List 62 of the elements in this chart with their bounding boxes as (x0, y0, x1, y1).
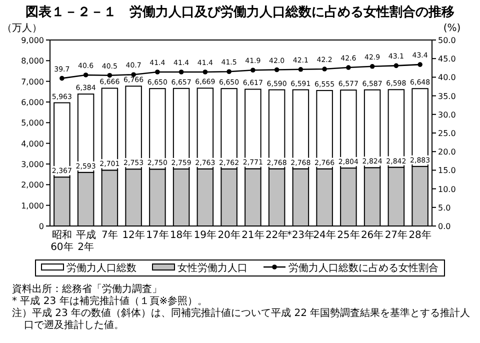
text: * 平成 23 年は補完推計値（１頁※参照）。 (12, 295, 208, 307)
x-tick-label: 18年 (170, 229, 193, 241)
x-tick-label: *23年 (286, 229, 315, 241)
x-tick-label: 20年 (218, 229, 240, 241)
y-tick-label: 6,000 (21, 98, 44, 107)
y-tick-label: 8,000 (21, 56, 44, 66)
chart-title: 図表１－２－１ 労働力人口及び労働力人口総数に占める女性割合の推移 (26, 4, 454, 20)
y-tick-label: 3,000 (21, 160, 44, 169)
point (107, 72, 112, 78)
x-tick-label: 24年 (313, 229, 336, 241)
x-tick-label: 19年 (194, 229, 217, 241)
point (226, 69, 232, 74)
text: 注）平成 23 年の数値（斜体）は、同補完推計値について平成 22 年国勢調査結果を基準とする推計人口で遡及推計した値。 (12, 307, 470, 331)
y2-tick-label: 30.0 (438, 110, 456, 120)
y2-tick-label: 45.0 (438, 54, 456, 64)
y2-tick-label: 0.0 (438, 222, 451, 231)
legend-label: 女性労働力人口 (178, 262, 248, 274)
point (155, 70, 160, 74)
x-tick-label: 17年 (146, 229, 169, 241)
text: 資料出所：総務省「労働力調査」 (12, 283, 162, 295)
y-tick-label: 0 (38, 222, 44, 231)
point (298, 66, 304, 72)
x-tick-label: 27年 (384, 229, 408, 241)
y2-tick-label: 10.0 (438, 184, 456, 194)
y2-tick-label: 25.0 (438, 129, 456, 138)
y2-tick-label: 40.0 (438, 73, 456, 82)
point (131, 72, 136, 77)
point (394, 63, 399, 68)
point (250, 68, 256, 73)
y2-tick-label: 15.0 (438, 166, 456, 176)
point (60, 76, 64, 81)
y2-axis-title: (%) (443, 23, 461, 34)
y-tick-label: 5,000 (21, 118, 44, 128)
x-tick-label: 26年 (360, 229, 384, 241)
y-tick-label: 1,000 (21, 201, 44, 210)
x-tick-label: 22年 (265, 229, 288, 241)
y-tick-label: 9,000 (21, 36, 44, 45)
legend-label: 労働力人口総数に占める女性割合 (288, 262, 438, 274)
x-tick-label: 平成 2年 (76, 229, 96, 253)
y-tick-label: 7,000 (21, 77, 44, 86)
point (346, 65, 351, 70)
point (83, 72, 88, 78)
x-tick-label: 12年 (122, 229, 145, 241)
point (370, 64, 375, 69)
point (178, 70, 184, 74)
x-tick-label: 28年 (408, 229, 432, 241)
point (202, 70, 208, 74)
x-tick-label: 7年 (102, 229, 118, 241)
y2-tick-label: 50.0 (438, 36, 456, 45)
x-tick-label: 昭和 60年 (50, 229, 74, 253)
point (322, 66, 327, 72)
y2-tick-label: 35.0 (438, 92, 456, 101)
x-tick-label: 21年 (242, 229, 264, 241)
legend-label: 労働力人口総数 (66, 262, 136, 274)
x-tick-label: 25年 (337, 229, 360, 241)
y-tick-label: 2,000 (21, 180, 44, 190)
point (418, 62, 422, 67)
y2-tick-label: 20.0 (438, 148, 456, 157)
y-tick-label: 4,000 (21, 139, 44, 148)
y-axis-title: （万人） (2, 23, 42, 34)
point (274, 67, 280, 72)
y2-tick-label: 5.0 (438, 203, 451, 212)
